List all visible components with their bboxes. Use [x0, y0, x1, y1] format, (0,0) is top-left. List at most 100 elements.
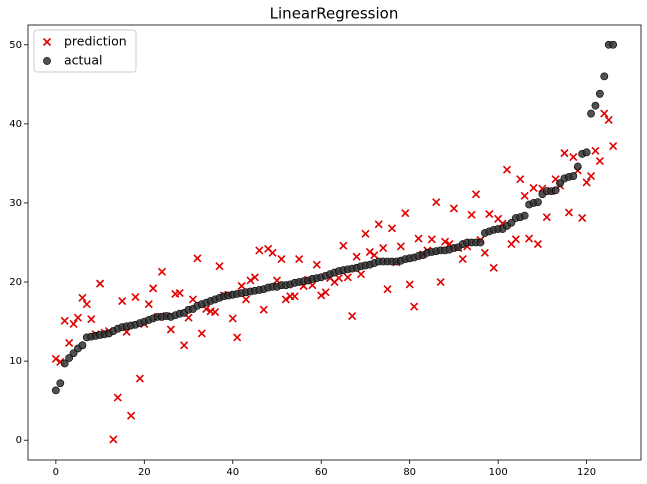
point	[591, 101, 600, 110]
point	[595, 89, 604, 98]
point	[582, 148, 591, 157]
legend-box	[33, 29, 137, 73]
marker-stroke	[56, 357, 65, 366]
marker-stroke	[370, 251, 379, 260]
marker-stroke	[569, 153, 578, 162]
point	[600, 109, 609, 118]
marker-stroke	[241, 295, 251, 304]
point	[361, 229, 370, 238]
x-tick-label: 80	[403, 467, 416, 478]
marker-stroke	[480, 248, 489, 257]
marker-stroke	[312, 260, 321, 269]
point	[511, 235, 520, 244]
point	[436, 277, 445, 287]
marker-stroke	[564, 208, 573, 217]
series	[51, 109, 618, 444]
marker-stroke	[211, 308, 220, 317]
marker-stroke	[184, 313, 193, 322]
point	[485, 209, 494, 219]
point	[525, 234, 534, 243]
x-tick-label: 100	[489, 467, 508, 478]
x-tick-label: 60	[315, 467, 328, 478]
marker-stroke	[96, 279, 105, 288]
y-tick-label: 0	[16, 435, 22, 446]
marker-stroke	[202, 304, 211, 314]
point	[432, 198, 441, 207]
y-tick-label: 40	[9, 119, 22, 130]
marker-stroke	[352, 252, 361, 261]
chart-title: LinearRegression	[270, 5, 399, 23]
marker-stroke	[533, 240, 543, 249]
marker-stroke	[410, 302, 419, 311]
marker-stroke	[343, 273, 352, 282]
marker-stroke	[365, 247, 374, 257]
point	[396, 242, 405, 251]
marker-stroke	[414, 234, 423, 243]
point	[69, 349, 78, 358]
point	[348, 311, 357, 321]
point	[312, 260, 321, 269]
point	[564, 208, 573, 217]
legend-label: prediction	[64, 34, 127, 49]
point	[277, 255, 286, 264]
marker-stroke	[361, 229, 370, 238]
point	[290, 292, 299, 301]
marker-stroke	[131, 293, 140, 302]
marker-stroke	[542, 213, 551, 222]
marker-stroke	[135, 374, 144, 383]
point	[268, 248, 277, 257]
point	[502, 165, 512, 174]
point	[587, 109, 595, 118]
marker-stroke	[525, 234, 534, 243]
marker-stroke	[255, 246, 264, 255]
marker-stroke	[502, 165, 512, 174]
point	[180, 341, 189, 350]
marker-stroke	[82, 300, 91, 309]
point	[520, 211, 529, 220]
marker-stroke	[604, 115, 613, 124]
point	[467, 210, 476, 219]
marker-stroke	[122, 327, 131, 336]
point	[560, 149, 569, 158]
point	[60, 316, 69, 325]
point	[246, 276, 255, 285]
marker-stroke	[401, 209, 410, 218]
point	[118, 296, 127, 306]
point	[197, 329, 206, 338]
marker-stroke	[609, 141, 618, 151]
point	[78, 341, 87, 350]
marker-stroke	[277, 255, 286, 264]
point	[591, 146, 600, 155]
y-tick-label: 50	[9, 40, 22, 51]
point	[569, 172, 578, 180]
marker-stroke	[387, 224, 397, 233]
marker-stroke	[471, 190, 481, 199]
marker-stroke	[383, 285, 392, 294]
point	[365, 247, 374, 257]
x-tick-label: 0	[53, 467, 59, 478]
point	[595, 156, 604, 166]
series	[51, 40, 618, 395]
point	[87, 315, 96, 324]
point	[250, 273, 259, 282]
marker-stroke	[42, 37, 52, 47]
legend-label: actual	[64, 53, 103, 68]
point	[604, 115, 613, 124]
point	[529, 183, 538, 192]
point	[157, 267, 167, 276]
marker-stroke	[109, 435, 118, 444]
point	[82, 300, 91, 309]
point	[281, 295, 290, 304]
point	[215, 262, 224, 271]
marker-stroke	[445, 240, 454, 249]
point	[259, 305, 268, 314]
marker-stroke	[268, 248, 277, 257]
marker-stroke	[405, 280, 414, 289]
point	[507, 218, 516, 227]
marker-stroke	[264, 244, 273, 253]
point	[600, 72, 609, 81]
point	[65, 354, 74, 362]
x-tick-label: 20	[138, 467, 151, 478]
marker-stroke	[586, 171, 596, 181]
